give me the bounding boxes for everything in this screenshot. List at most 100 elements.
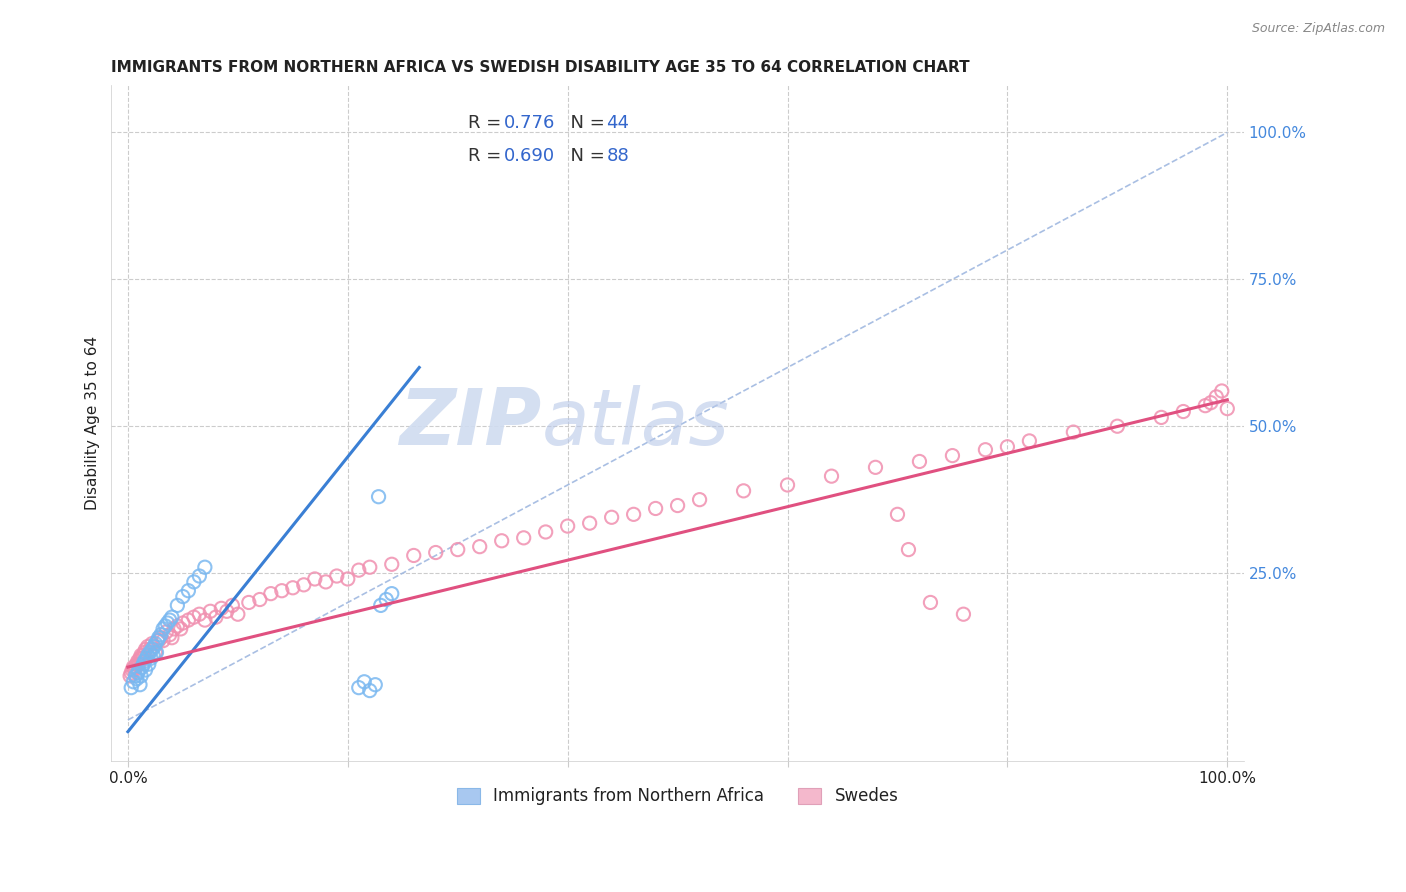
Point	[1205, 390, 1227, 404]
Point	[886, 508, 908, 522]
Point	[188, 569, 211, 583]
Point	[166, 619, 188, 633]
Point	[149, 628, 172, 642]
Point	[381, 558, 404, 572]
Point	[326, 569, 349, 583]
Point	[124, 663, 146, 677]
Point	[122, 660, 145, 674]
Point	[141, 642, 163, 657]
Point	[141, 637, 163, 651]
Point	[666, 499, 689, 513]
Point	[260, 587, 283, 601]
Point	[148, 633, 170, 648]
Point	[447, 542, 470, 557]
Point	[145, 637, 167, 651]
Point	[139, 651, 162, 665]
Point	[381, 587, 404, 601]
Point	[209, 601, 232, 615]
Point	[177, 613, 200, 627]
Point	[135, 651, 157, 665]
Point	[127, 654, 149, 668]
Point	[281, 581, 304, 595]
Point	[132, 648, 155, 663]
Point	[897, 542, 920, 557]
Point	[221, 599, 243, 613]
Point	[138, 657, 160, 672]
Point	[183, 610, 205, 624]
Point	[160, 631, 183, 645]
Point	[129, 648, 152, 663]
Point	[139, 645, 162, 659]
Point	[129, 678, 152, 692]
Point	[156, 615, 179, 630]
Point	[125, 657, 148, 672]
Point	[131, 660, 153, 674]
Point	[120, 681, 142, 695]
Point	[820, 469, 842, 483]
Point	[183, 574, 205, 589]
Point	[132, 657, 155, 672]
Point	[733, 483, 755, 498]
Point	[952, 607, 974, 622]
Text: N =: N =	[558, 147, 610, 165]
Point	[159, 628, 181, 642]
Point	[1173, 404, 1195, 418]
Point	[1194, 399, 1216, 413]
Point	[215, 604, 238, 618]
Point	[292, 578, 315, 592]
Point	[974, 442, 997, 457]
Text: Source: ZipAtlas.com: Source: ZipAtlas.com	[1251, 22, 1385, 36]
Point	[200, 604, 222, 618]
Point	[120, 665, 142, 680]
Point	[425, 545, 447, 559]
Point	[491, 533, 513, 548]
Point	[131, 651, 153, 665]
Point	[163, 622, 186, 636]
Point	[865, 460, 887, 475]
Point	[172, 615, 194, 630]
Point	[1018, 434, 1040, 448]
Point	[149, 631, 172, 645]
Point	[600, 510, 623, 524]
Point	[370, 599, 392, 613]
Point	[1211, 384, 1233, 398]
Text: 88: 88	[606, 147, 628, 165]
Point	[364, 678, 387, 692]
Point	[152, 622, 174, 636]
Point	[468, 540, 491, 554]
Point	[205, 610, 228, 624]
Point	[120, 669, 142, 683]
Point	[623, 508, 645, 522]
Point	[353, 674, 375, 689]
Point	[194, 613, 217, 627]
Point	[578, 516, 600, 530]
Point	[139, 642, 162, 657]
Point	[238, 595, 260, 609]
Text: 0.776: 0.776	[505, 113, 555, 132]
Text: R =: R =	[468, 113, 508, 132]
Point	[148, 631, 170, 645]
Point	[270, 583, 292, 598]
Point	[776, 478, 799, 492]
Point	[134, 642, 156, 657]
Point	[534, 524, 557, 539]
Text: 44: 44	[606, 113, 630, 132]
Point	[304, 572, 326, 586]
Point	[128, 657, 150, 672]
Point	[124, 660, 146, 674]
Point	[159, 613, 181, 627]
Point	[908, 454, 931, 468]
Point	[557, 519, 579, 533]
Point	[689, 492, 711, 507]
Point	[172, 590, 194, 604]
Point	[145, 645, 167, 659]
Point	[146, 633, 169, 648]
Point	[920, 595, 942, 609]
Point	[359, 683, 381, 698]
Point	[142, 648, 165, 663]
Point	[177, 583, 200, 598]
Point	[134, 645, 156, 659]
Point	[152, 633, 174, 648]
Point	[170, 622, 193, 636]
Point	[226, 607, 249, 622]
